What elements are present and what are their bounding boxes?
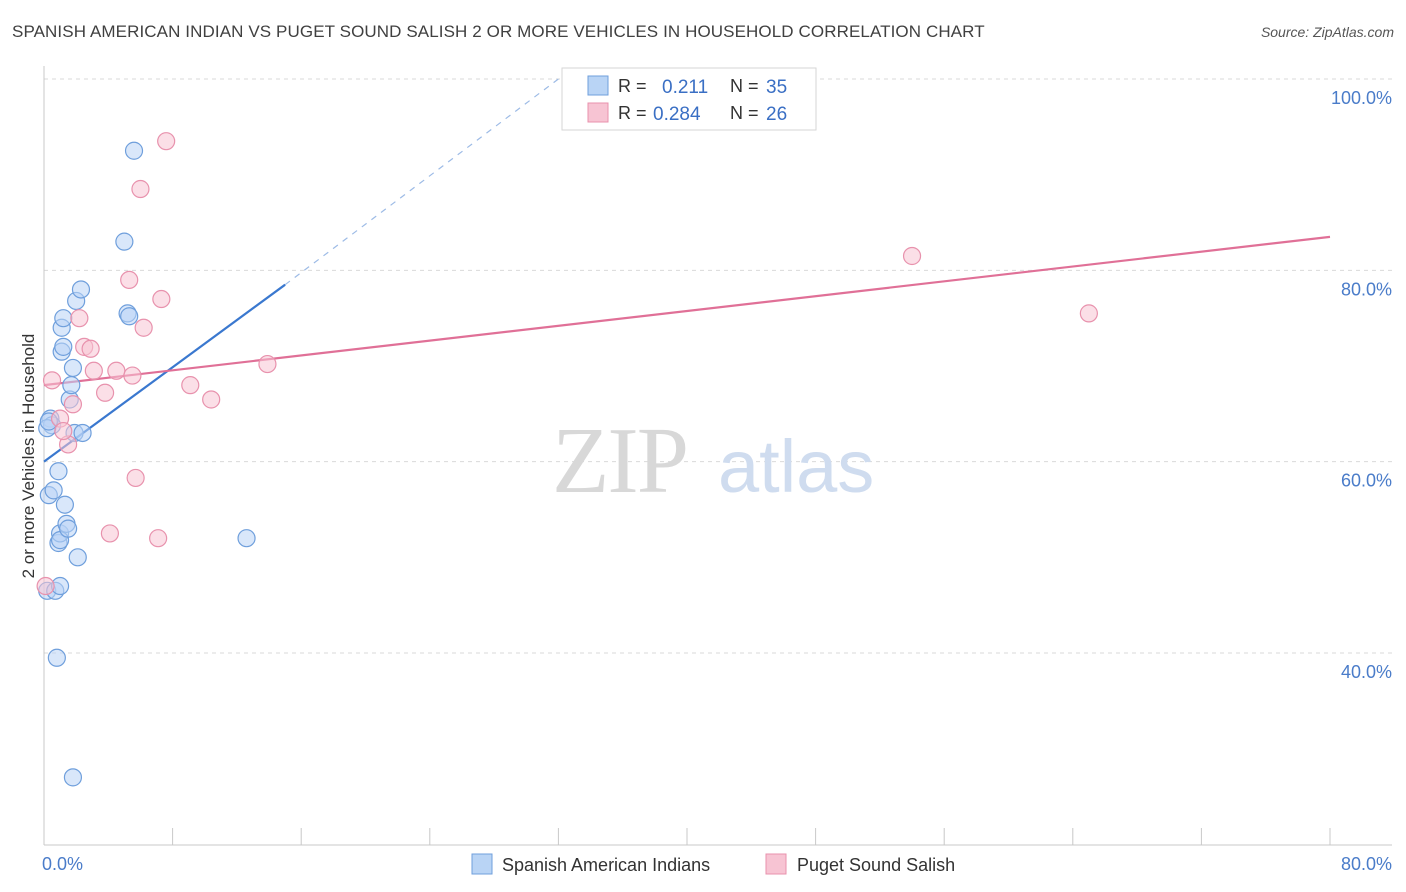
point-spanish-american-indians (120, 307, 139, 326)
y-tick-label: 40.0% (1341, 662, 1392, 682)
point-puget-sound-salish (258, 354, 277, 374)
point-puget-sound-salish (100, 524, 120, 543)
point-spanish-american-indians (59, 519, 78, 538)
stats-n-value: 35 (766, 77, 787, 98)
stats-n-label: N = (730, 76, 759, 96)
point-puget-sound-salish (81, 339, 100, 358)
point-puget-sound-salish (126, 468, 145, 488)
point-spanish-american-indians (124, 141, 144, 160)
y-axis-label: 2 or more Vehicles in Household (19, 334, 38, 579)
stats-legend-swatch-blue (587, 75, 609, 96)
stats-r-value: 0.211 (662, 77, 708, 98)
stats-legend-swatch-pink (587, 102, 609, 123)
stats-legend: R = 0.211 N = 35 R = 0.284 N = 26 (561, 67, 817, 131)
y-tick-label: 80.0% (1341, 279, 1392, 299)
point-spanish-american-indians (115, 232, 134, 251)
point-spanish-american-indians (63, 358, 83, 378)
point-puget-sound-salish (131, 179, 150, 199)
point-puget-sound-salish (902, 246, 922, 266)
point-spanish-american-indians (54, 309, 73, 328)
point-puget-sound-salish (149, 529, 168, 548)
point-puget-sound-salish (157, 132, 176, 151)
point-puget-sound-salish (36, 576, 55, 596)
point-spanish-american-indians (73, 423, 92, 443)
y-tick-labels: 40.0% 60.0% 80.0% 100.0% (1331, 88, 1392, 682)
point-spanish-american-indians (237, 529, 256, 548)
point-puget-sound-salish (63, 395, 83, 414)
point-spanish-american-indians (47, 648, 66, 667)
point-puget-sound-salish (202, 390, 221, 409)
legend-label-pink: Puget Sound Salish (797, 855, 955, 875)
point-spanish-american-indians (71, 280, 91, 299)
x-tick-label-max: 80.0% (1341, 854, 1392, 874)
watermark-atlas: atlas (718, 425, 874, 508)
point-puget-sound-salish (107, 361, 126, 380)
point-spanish-american-indians (49, 462, 68, 481)
point-puget-sound-salish (70, 309, 89, 328)
watermark: ZIP atlas (552, 409, 874, 513)
watermark-zip: ZIP (552, 409, 687, 513)
y-tick-label: 100.0% (1331, 88, 1392, 108)
point-puget-sound-salish (84, 361, 103, 380)
y-tick-label: 60.0% (1341, 471, 1392, 491)
x-ticks (43, 828, 1331, 845)
series-legend: Spanish American Indians Puget Sound Sal… (471, 853, 955, 875)
stats-n-label: N = (730, 103, 759, 123)
point-puget-sound-salish (42, 371, 62, 390)
point-spanish-american-indians (62, 376, 81, 395)
point-puget-sound-salish (1079, 304, 1098, 323)
legend-swatch-blue (471, 853, 493, 875)
legend-swatch-pink (765, 853, 787, 875)
stats-n-value: 26 (766, 104, 787, 125)
point-puget-sound-salish (54, 421, 73, 441)
trend-line-blue-extension (284, 78, 559, 286)
stats-r-label: R = (618, 76, 647, 96)
point-spanish-american-indians (55, 495, 74, 514)
point-puget-sound-salish (120, 270, 139, 289)
chart-title: SPANISH AMERICAN INDIAN VS PUGET SOUND S… (12, 22, 985, 41)
trend-line-pink (43, 235, 1331, 387)
point-spanish-american-indians (44, 481, 63, 500)
axes (43, 66, 1392, 846)
point-puget-sound-salish (181, 376, 200, 395)
point-spanish-american-indians (54, 337, 73, 356)
source-label: Source: ZipAtlas.com (1260, 24, 1394, 40)
point-spanish-american-indians (63, 768, 83, 787)
point-puget-sound-salish (152, 289, 171, 309)
point-spanish-american-indians (68, 548, 87, 567)
data-points (36, 132, 1098, 787)
x-tick-label-min: 0.0% (42, 854, 83, 874)
point-puget-sound-salish (123, 366, 142, 385)
stats-r-value: 0.284 (653, 104, 701, 125)
point-puget-sound-salish (95, 383, 115, 402)
stats-r-label: R = (618, 103, 647, 123)
grid-lines (44, 78, 1392, 654)
point-puget-sound-salish (134, 318, 153, 337)
legend-label-blue: Spanish American Indians (502, 855, 710, 875)
